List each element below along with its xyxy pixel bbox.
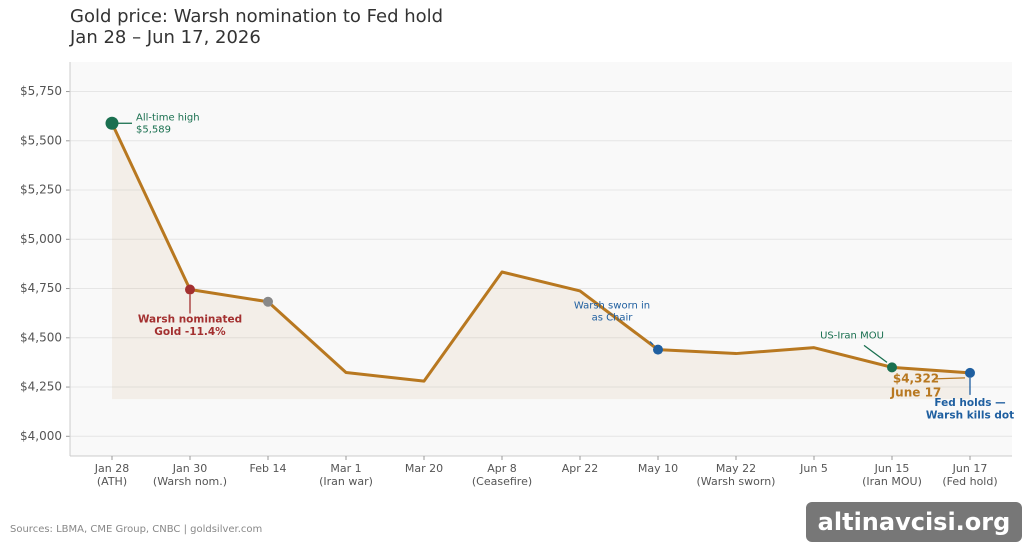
x-tick-label: May 22 <box>716 462 756 475</box>
x-tick-note: (Ceasefire) <box>472 475 532 488</box>
x-tick-label: Jan 28 <box>94 462 129 475</box>
annotation-arrow <box>649 341 654 346</box>
annotation: Gold -11.4% <box>154 326 226 338</box>
y-tick-label: $4,000 <box>20 429 62 443</box>
x-tick-note: (ATH) <box>97 475 127 488</box>
x-tick-label: Mar 20 <box>405 462 443 475</box>
line <box>110 122 971 383</box>
y-tick-label: $5,750 <box>20 84 62 98</box>
marker <box>653 344 663 355</box>
annotation-arrow <box>933 377 966 380</box>
watermark-box <box>806 502 1022 542</box>
chart-subtitle: Jan 28 – Jun 17, 2026 <box>69 27 261 48</box>
y-tick-label: $4,500 <box>20 330 62 344</box>
x-tick-label: Apr 22 <box>562 462 599 475</box>
x-tick-label: Feb 14 <box>250 462 287 475</box>
marker <box>105 116 119 130</box>
marker <box>263 296 273 307</box>
y-tick-label: $5,250 <box>20 183 62 197</box>
x-tick-label: Mar 1 <box>330 462 361 475</box>
plot-area <box>70 62 1012 456</box>
marker <box>887 362 897 373</box>
x-tick-label: Jun 5 <box>799 462 828 475</box>
source: Sources: LBMA, CME Group, CNBC | goldsil… <box>10 524 262 535</box>
y-tick-label: $5,500 <box>20 133 62 147</box>
x-tick-note: (Warsh nom.) <box>153 475 227 488</box>
marker <box>185 284 195 295</box>
annotation: Warsh kills dot <box>926 409 1014 421</box>
x-tick-label: Jun 17 <box>952 462 988 475</box>
y-tick-label: $4,250 <box>20 380 62 394</box>
annotation: June 17 <box>890 385 942 399</box>
y-tick-label: $5,000 <box>20 232 62 246</box>
x-tick-label: Jun 15 <box>874 462 910 475</box>
annotation: US-Iran MOU <box>820 330 884 341</box>
annotation-arrow <box>863 344 888 363</box>
x-tick-label: May 10 <box>638 462 678 475</box>
y-tick-label: $4,750 <box>20 281 62 295</box>
x-tick-note: (Fed hold) <box>942 475 997 488</box>
x-tick-note: (Iran MOU) <box>862 475 922 488</box>
chart-title: Gold price: Warsh nomination to Fed hold <box>70 6 443 27</box>
annotation: $4,322 <box>893 371 939 385</box>
x-tick-note: (Iran war) <box>319 475 373 488</box>
annotation: All-time high <box>136 112 200 123</box>
x-tick-label: Apr 8 <box>487 462 517 475</box>
x-tick-note: (Warsh sworn) <box>697 475 776 488</box>
x-tick-label: Jan 30 <box>172 462 207 475</box>
marker <box>965 367 975 378</box>
watermark: altinavcisi.org <box>818 508 1011 536</box>
annotation: $5,589 <box>136 124 171 135</box>
annotation: Fed holds — <box>934 397 1005 409</box>
annotation: as Chair <box>592 313 634 324</box>
annotation: Warsh nominated <box>138 314 242 326</box>
annotation: Warsh sworn in <box>574 301 650 312</box>
area <box>112 123 970 400</box>
